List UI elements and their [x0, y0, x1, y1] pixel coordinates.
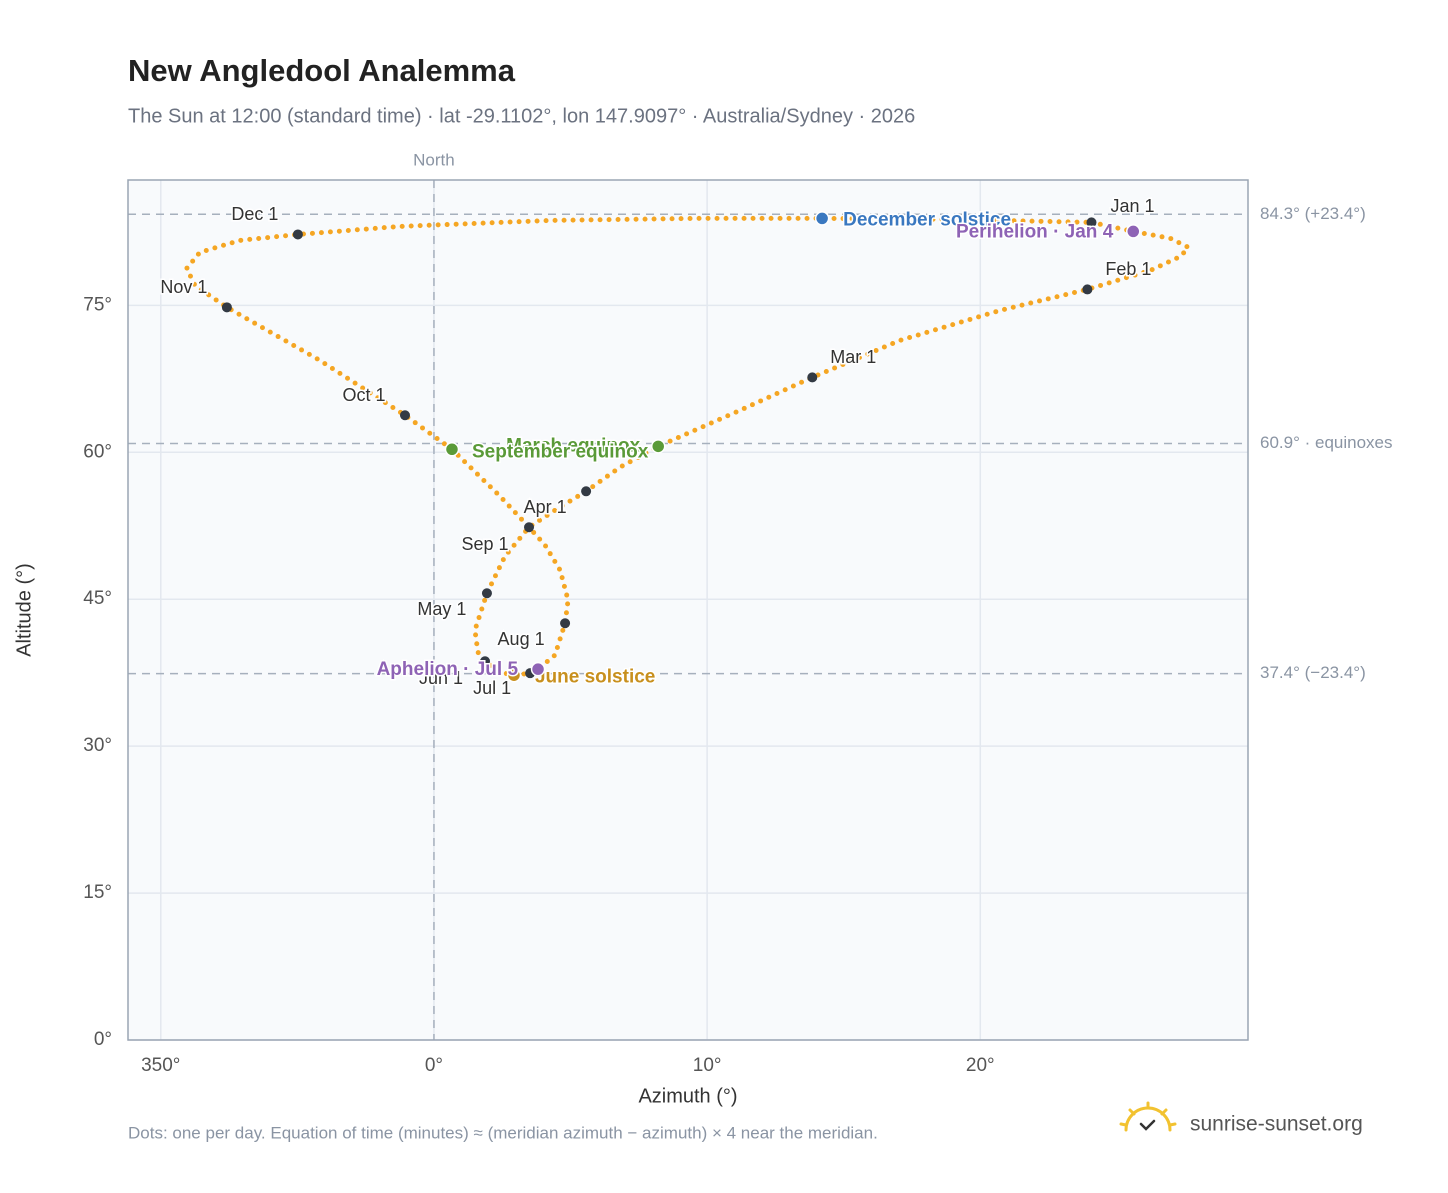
month-marker: [399, 410, 410, 421]
month-marker: [581, 486, 592, 497]
reference-label: 60.9° · equinoxes: [1260, 433, 1393, 452]
event-marker: [650, 439, 666, 454]
y-tick-label: 30°: [83, 735, 112, 756]
chart-title: New Angledool Analemma: [128, 53, 516, 88]
month-marker: [292, 229, 303, 240]
event-marker: [1126, 224, 1141, 239]
event-marker: [444, 442, 460, 457]
month-marker: [221, 302, 232, 313]
note: Dots: one per day. Equation of time (min…: [128, 1123, 878, 1142]
y-tick-label: 15°: [83, 882, 112, 903]
y-tick-label: 45°: [83, 588, 112, 609]
x-tick-label: 350°: [141, 1055, 180, 1076]
month-marker: [1082, 284, 1093, 295]
month-label: Jan 1: [1110, 196, 1154, 216]
month-label: Jul 1: [473, 678, 511, 698]
month-label: Feb 1: [1105, 259, 1151, 279]
event-label: June solstice: [535, 666, 655, 687]
month-label: Jun 1: [419, 668, 463, 688]
event-label: Aphelion · Jul 5: [377, 659, 519, 680]
north-label: North: [413, 150, 455, 169]
plot-border: [127, 179, 1249, 1041]
event-marker: [814, 211, 830, 226]
month-label: Apr 1: [524, 497, 567, 517]
month-marker: [480, 656, 491, 667]
logo: [1119, 1101, 1177, 1132]
x-tick-label: 10°: [693, 1055, 722, 1076]
y-tick-label: 60°: [83, 441, 112, 462]
event-marker: [530, 661, 546, 677]
month-marker: [524, 522, 535, 533]
event-label: December solstice: [843, 209, 1011, 230]
event-marker: [506, 667, 522, 683]
event-label: September equinox: [472, 441, 649, 462]
month-label: Oct 1: [342, 385, 385, 405]
y-tick-label: 75°: [83, 294, 112, 315]
month-label: Dec 1: [231, 204, 278, 224]
month-marker: [481, 588, 492, 599]
x-axis-label: Azimuth (°): [638, 1085, 737, 1107]
month-label: Mar 1: [830, 347, 876, 367]
month-marker: [560, 618, 571, 629]
x-tick-label: 20°: [966, 1055, 995, 1076]
subtitle: The Sun at 12:00 (standard time) · lat -…: [128, 105, 915, 127]
reference-label: 37.4° (−23.4°): [1260, 663, 1366, 682]
month-marker: [807, 372, 818, 383]
month-marker: [1086, 217, 1097, 228]
reference-label: 84.3° (+23.4°): [1260, 204, 1366, 223]
month-label: Sep 1: [461, 534, 508, 554]
daily-dots: [184, 215, 1191, 678]
plot-area: [128, 180, 1248, 1040]
month-label: May 1: [417, 599, 466, 619]
month-label: Aug 1: [498, 629, 545, 649]
y-axis-label: Altitude (°): [13, 563, 35, 657]
brand: sunrise-sunset.org: [1190, 1113, 1363, 1136]
y-tick-label: 0°: [94, 1029, 112, 1050]
event-label: Perihelion · Jan 4: [956, 221, 1114, 242]
x-tick-label: 0°: [425, 1055, 443, 1076]
month-label: Nov 1: [160, 277, 207, 297]
event-label: March equinox: [506, 435, 641, 456]
